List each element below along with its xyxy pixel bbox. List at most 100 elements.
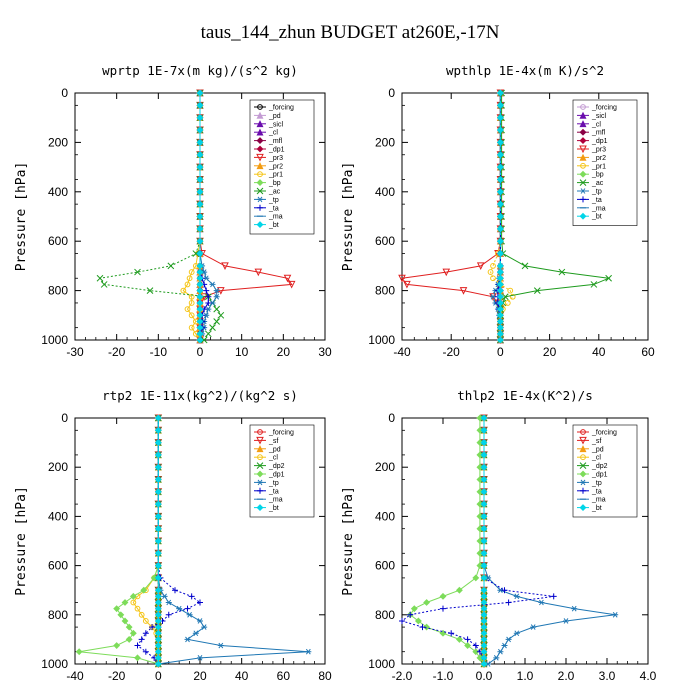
series-point-bt xyxy=(196,225,204,233)
x-tick-label: -20 xyxy=(108,669,126,683)
series-point-ac xyxy=(217,311,225,319)
series-point-bt xyxy=(196,213,204,220)
series-point-dp1 xyxy=(455,635,463,643)
legend-marker xyxy=(579,137,587,145)
series-point-bt xyxy=(154,512,162,520)
series-point-ta xyxy=(142,630,149,637)
series-point-bt xyxy=(496,126,504,134)
series-point-dp1 xyxy=(125,635,133,643)
legend-marker xyxy=(579,436,587,445)
legend-entry: _pd xyxy=(591,446,604,453)
chart-panel-2: wpthlp 1E-4x(m K)/s^2 Pressure [hPa] -40 -2… xyxy=(341,63,655,359)
series-point-tp xyxy=(213,293,220,300)
series-point-bt xyxy=(154,500,162,508)
x-tick-label: 20 xyxy=(543,345,557,359)
series-point-bt xyxy=(196,151,204,159)
legend-marker xyxy=(579,462,587,469)
series-point-bt xyxy=(480,574,488,582)
series-point-tp xyxy=(197,618,203,624)
series-point-pr3 xyxy=(398,274,406,283)
y-tick-label: 400 xyxy=(375,509,395,523)
series-point-bt xyxy=(496,225,504,233)
legend-entry: _cl xyxy=(591,121,601,128)
x-tick-label: 20 xyxy=(277,345,291,359)
series-point-pr3 xyxy=(287,280,296,289)
legend-entry: _forcing xyxy=(268,430,294,437)
legend-marker xyxy=(579,170,587,178)
legend-marker xyxy=(256,179,264,187)
x-tick-label: 0.0 xyxy=(476,669,493,683)
series-point-bt xyxy=(496,188,504,196)
legend-entry: _forcing xyxy=(591,105,617,112)
x-tick-label: -40 xyxy=(393,345,411,359)
series-point-bt xyxy=(480,414,488,422)
series-point-dp1 xyxy=(117,611,125,619)
legend-marker xyxy=(256,120,264,128)
series-point-dp1 xyxy=(410,605,418,613)
y-tick-label: 400 xyxy=(48,509,68,523)
series-point-dp1 xyxy=(140,586,148,594)
series-point-dp1 xyxy=(121,599,129,606)
legend-marker xyxy=(257,196,263,203)
series-point-pr1 xyxy=(188,269,195,275)
series-point-dp1 xyxy=(134,654,141,662)
x-tick-label: 2.0 xyxy=(558,669,575,683)
x-tick-label: 60 xyxy=(277,669,291,683)
legend-marker xyxy=(580,454,586,461)
series-point-bt xyxy=(154,488,162,496)
legend-entry: _ma xyxy=(591,497,606,504)
series-point-bt xyxy=(196,101,204,109)
series-point-cl xyxy=(134,605,141,612)
series-point-pr3 xyxy=(459,287,468,295)
legend-entry: _forcing xyxy=(268,105,294,112)
series-point-tp xyxy=(197,655,203,661)
series-point-bt xyxy=(480,439,488,447)
y-tick-label: 600 xyxy=(375,234,395,248)
legend-entry: _pr3 xyxy=(591,147,606,154)
series-point-ac xyxy=(167,262,175,270)
series-point-pr3 xyxy=(254,268,263,277)
series-point-dp1 xyxy=(113,605,121,613)
x-tick-label: 3.0 xyxy=(599,669,616,683)
legend-marker xyxy=(256,162,264,170)
series-point-pr1 xyxy=(490,263,496,269)
series-point-tp xyxy=(213,287,220,294)
series-point-bt xyxy=(196,138,204,146)
legend-marker xyxy=(256,504,264,512)
series-point-dp1 xyxy=(472,648,480,656)
series-point-bt xyxy=(480,463,488,471)
y-tick-label: 1000 xyxy=(41,333,68,347)
legend-marker xyxy=(580,487,586,494)
series-point-bt xyxy=(154,562,162,570)
series-point-dp1 xyxy=(464,642,472,649)
x-tick-label: 0 xyxy=(155,669,162,683)
legend-marker xyxy=(256,137,264,145)
legend-entry: _ta xyxy=(268,205,279,212)
series-point-ac xyxy=(204,330,212,338)
y-tick-label: 600 xyxy=(48,234,68,248)
series-point-bt xyxy=(496,89,504,97)
series-point-dp1 xyxy=(423,623,431,631)
series-point-tp xyxy=(165,599,172,606)
series-point-bt xyxy=(154,574,162,582)
x-tick-label: 30 xyxy=(318,345,332,359)
series-point-pr1 xyxy=(186,275,193,282)
legend-entry: _mfl xyxy=(591,130,606,137)
series-point-bt xyxy=(480,426,488,434)
series-point-pr1 xyxy=(188,324,195,331)
legend-marker xyxy=(579,120,587,128)
series-point-bt xyxy=(154,660,162,668)
y-axis-label: Pressure [hPa] xyxy=(14,162,29,272)
legend-entry: _cl xyxy=(268,455,278,462)
legend-marker xyxy=(256,145,264,153)
series-point-dp1 xyxy=(414,617,422,625)
legend-entry: _pr1 xyxy=(591,163,606,170)
series-point-pr1 xyxy=(184,281,191,288)
legend-marker xyxy=(256,153,264,162)
series-point-bt xyxy=(480,488,488,496)
series-point-ta xyxy=(184,605,191,612)
x-tick-label: 40 xyxy=(235,669,249,683)
x-tick-label: -30 xyxy=(66,345,84,359)
legend-marker xyxy=(579,445,587,453)
